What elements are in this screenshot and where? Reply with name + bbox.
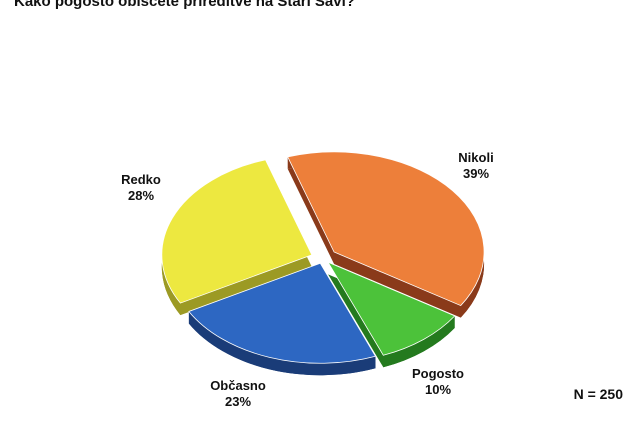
pie-slices (161, 151, 485, 376)
sample-size-label: N = 250 (573, 386, 623, 402)
slice-top (161, 159, 313, 304)
pie-slice-pogosto (327, 261, 456, 368)
slice-top (188, 262, 377, 364)
slice-label-name: Nikoli (458, 150, 493, 165)
slice-label-value: 10% (425, 382, 451, 397)
pie-slice-obasno (188, 262, 377, 376)
slice-label-value: 28% (128, 188, 154, 203)
pie-slice-redko (161, 159, 313, 316)
chart-title: Kako pogosto obiščete prireditve na Star… (14, 0, 355, 10)
slice-top (287, 151, 485, 307)
slice-label-value: 23% (225, 394, 251, 409)
slice-top (327, 261, 456, 356)
slice-label-name: Pogosto (412, 366, 464, 381)
slice-rim (188, 311, 376, 376)
pie-slice-nikoli (287, 151, 485, 318)
slice-label-name: Občasno (210, 378, 266, 393)
slice-label-name: Redko (121, 172, 161, 187)
slice-label-value: 39% (463, 166, 489, 181)
slice-rim (383, 315, 455, 368)
